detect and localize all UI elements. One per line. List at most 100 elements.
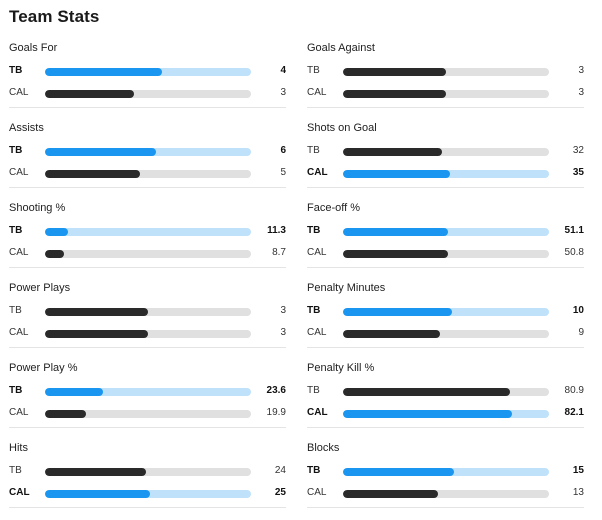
team-abbr: CAL bbox=[307, 87, 327, 98]
stat-bar-track bbox=[45, 410, 251, 418]
stat-row-tb: TB 3 bbox=[307, 64, 584, 80]
stat-bar-fill bbox=[45, 250, 64, 258]
divider bbox=[307, 187, 584, 188]
stat-label: Penalty Minutes bbox=[307, 282, 386, 294]
stat-value: 3 bbox=[280, 305, 286, 316]
stat-bar-track bbox=[45, 330, 251, 338]
stat-bar-fill bbox=[343, 308, 452, 316]
stat-bar-track bbox=[45, 250, 251, 258]
stat-value: 3 bbox=[280, 87, 286, 98]
stat-face-off-pct: Face-off % TB 51.1 CAL 50.8 bbox=[307, 200, 584, 280]
stat-row-cal: CAL 25 bbox=[9, 486, 286, 502]
divider bbox=[307, 427, 584, 428]
stat-label: Face-off % bbox=[307, 202, 360, 214]
stat-row-cal: CAL 13 bbox=[307, 486, 584, 502]
stat-row-cal: CAL 82.1 bbox=[307, 406, 584, 422]
stat-power-plays: Power Plays TB 3 CAL 3 bbox=[9, 280, 286, 360]
team-abbr: CAL bbox=[307, 487, 327, 498]
stat-row-tb: TB 24 bbox=[9, 464, 286, 480]
stat-bar-track bbox=[45, 490, 251, 498]
stat-label: Blocks bbox=[307, 442, 340, 454]
team-abbr: CAL bbox=[9, 487, 30, 498]
divider bbox=[9, 107, 286, 108]
stat-bar-fill bbox=[343, 250, 448, 258]
stat-bar-fill bbox=[343, 228, 448, 236]
stat-bar-track bbox=[343, 68, 549, 76]
team-abbr: TB bbox=[307, 465, 321, 476]
divider bbox=[9, 427, 286, 428]
stat-bar-track bbox=[45, 228, 251, 236]
stat-bar-track bbox=[343, 490, 549, 498]
stat-row-tb: TB 3 bbox=[9, 304, 286, 320]
stat-value: 50.8 bbox=[564, 247, 584, 258]
team-abbr: CAL bbox=[307, 327, 327, 338]
stat-value: 6 bbox=[280, 145, 286, 156]
stat-label: Goals For bbox=[9, 42, 58, 54]
team-abbr: TB bbox=[9, 465, 22, 476]
stat-bar-fill bbox=[343, 468, 454, 476]
stat-value: 25 bbox=[274, 487, 286, 498]
stat-bar-fill bbox=[343, 410, 512, 418]
team-abbr: CAL bbox=[9, 407, 29, 418]
divider bbox=[9, 347, 286, 348]
stat-label: Shots on Goal bbox=[307, 122, 377, 134]
stat-value: 4 bbox=[280, 65, 286, 76]
stat-bar-track bbox=[343, 330, 549, 338]
stat-bar-fill bbox=[343, 170, 450, 178]
stat-bar-track bbox=[45, 308, 251, 316]
stat-row-cal: CAL 19.9 bbox=[9, 406, 286, 422]
stat-bar-fill bbox=[45, 90, 134, 98]
stat-bar-fill bbox=[45, 490, 150, 498]
stat-bar-track bbox=[343, 250, 549, 258]
stat-value: 3 bbox=[578, 87, 584, 98]
divider bbox=[307, 507, 584, 508]
stat-value: 32 bbox=[572, 145, 584, 156]
divider bbox=[9, 507, 286, 508]
stat-bar-track bbox=[343, 388, 549, 396]
team-abbr: CAL bbox=[307, 167, 328, 178]
team-abbr: TB bbox=[307, 305, 321, 316]
stat-label: Assists bbox=[9, 122, 44, 134]
stat-value: 82.1 bbox=[564, 407, 584, 418]
stat-bar-fill bbox=[343, 90, 446, 98]
stat-goals-for: Goals For TB 4 CAL 3 bbox=[9, 40, 286, 120]
stat-label: Shooting % bbox=[9, 202, 66, 214]
stat-goals-against: Goals Against TB 3 CAL 3 bbox=[307, 40, 584, 120]
stat-penalty-minutes: Penalty Minutes TB 10 CAL 9 bbox=[307, 280, 584, 360]
divider bbox=[307, 267, 584, 268]
stat-row-cal: CAL 50.8 bbox=[307, 246, 584, 262]
stat-power-play-pct: Power Play % TB 23.6 CAL 19.9 bbox=[9, 360, 286, 440]
stat-value: 13 bbox=[572, 487, 584, 498]
stat-bar-track bbox=[45, 388, 251, 396]
stat-row-tb: TB 10 bbox=[307, 304, 584, 320]
divider bbox=[307, 107, 584, 108]
stat-value: 19.9 bbox=[266, 407, 286, 418]
stat-row-tb: TB 23.6 bbox=[9, 384, 286, 400]
stat-row-tb: TB 11.3 bbox=[9, 224, 286, 240]
right-stats-column: Goals Against TB 3 CAL 3 Shots on Goal TB 32 CAL… bbox=[307, 40, 584, 520]
stat-value: 5 bbox=[280, 167, 286, 178]
team-abbr: TB bbox=[307, 225, 321, 236]
stat-bar-track bbox=[45, 90, 251, 98]
stat-value: 23.6 bbox=[266, 385, 286, 396]
team-abbr: CAL bbox=[9, 87, 29, 98]
stat-assists: Assists TB 6 CAL 5 bbox=[9, 120, 286, 200]
stat-row-tb: TB 15 bbox=[307, 464, 584, 480]
stat-row-cal: CAL 3 bbox=[9, 86, 286, 102]
stat-value: 11.3 bbox=[267, 225, 286, 236]
stat-bar-track bbox=[343, 468, 549, 476]
team-abbr: CAL bbox=[9, 327, 29, 338]
stat-row-cal: CAL 3 bbox=[307, 86, 584, 102]
stat-row-tb: TB 6 bbox=[9, 144, 286, 160]
stat-label: Penalty Kill % bbox=[307, 362, 375, 374]
team-abbr: CAL bbox=[307, 407, 328, 418]
team-abbr: TB bbox=[9, 145, 23, 156]
stat-bar-track bbox=[45, 170, 251, 178]
team-abbr: CAL bbox=[9, 167, 29, 178]
stat-bar-fill bbox=[45, 468, 146, 476]
stat-row-cal: CAL 5 bbox=[9, 166, 286, 182]
divider bbox=[9, 187, 286, 188]
stat-row-cal: CAL 3 bbox=[9, 326, 286, 342]
stat-value: 8.7 bbox=[272, 247, 286, 258]
stat-bar-fill bbox=[343, 68, 446, 76]
